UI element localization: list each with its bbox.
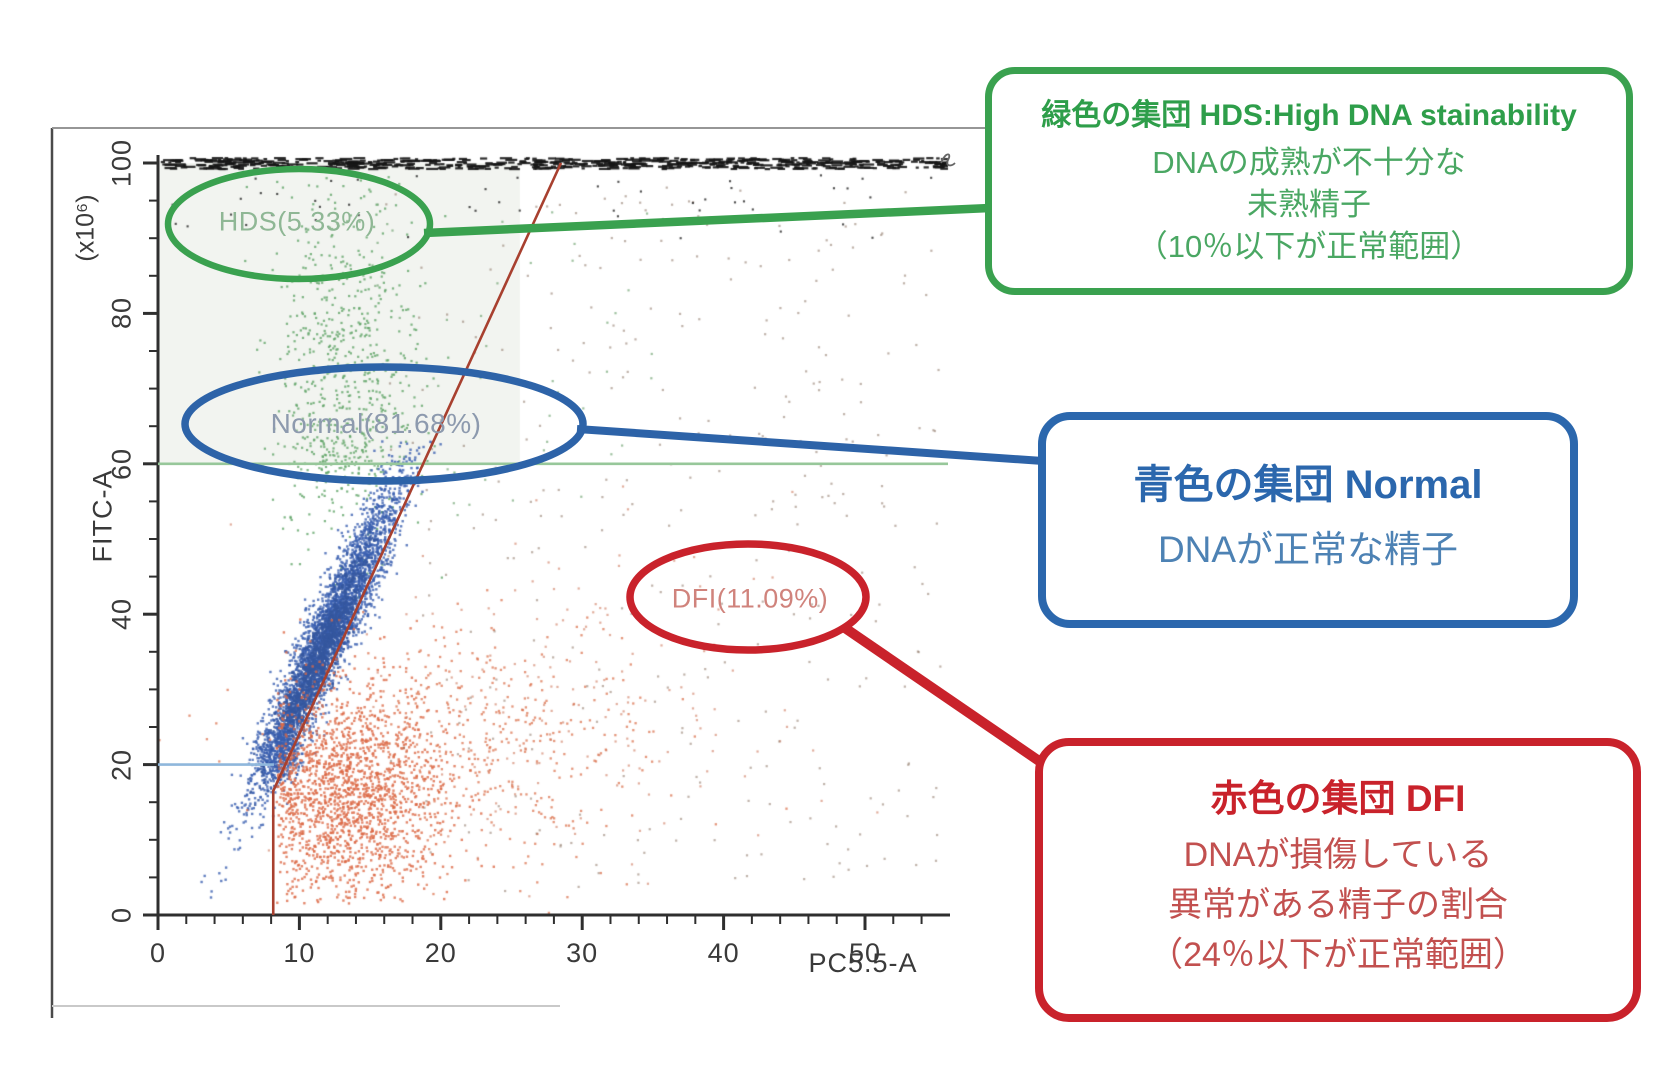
dfi-callout: 赤色の集団 DFI DNAが損傷している 異常がある精子の割合 （24％以下が正… — [1035, 738, 1641, 1022]
dfi-callout-line: 異常がある精子の割合 — [1168, 886, 1508, 924]
x-tick-label-0: 0 — [149, 938, 167, 968]
hds-callout-line: （10％以下が正常範囲） — [1136, 229, 1482, 264]
y-tick-label-80: 80 — [106, 297, 137, 330]
x-axis-title: PC5.5-A — [808, 948, 918, 978]
normal-connector-line — [576, 425, 1044, 465]
x-tick-label-20: 20 — [424, 938, 457, 968]
y-axis-unit: (x10⁶) — [71, 194, 100, 262]
x-tick-label-40: 40 — [707, 938, 740, 968]
hds-gate-label: HDS(5.33%) — [218, 206, 376, 237]
stray-mark — [940, 153, 956, 167]
normal-callout-title: 青色の集団 Normal — [1133, 463, 1483, 507]
y-axis-title: FITC-A — [87, 469, 118, 563]
hds-callout-title: 緑色の集団 HDS:High DNA stainability — [1041, 99, 1577, 132]
normal-ellipse — [181, 363, 587, 485]
dfi-callout-line: （24％以下が正常範囲） — [1149, 936, 1527, 974]
hds-callout-line: 未熟精子 — [1247, 187, 1371, 222]
normal-callout-body: DNAが正常な精子 — [1046, 524, 1570, 576]
hds-ellipse — [164, 165, 434, 283]
y-tick-label-40: 40 — [106, 598, 137, 631]
y-tick-label-20: 20 — [106, 748, 137, 781]
normal-callout: 青色の集団 Normal DNAが正常な精子 — [1038, 412, 1578, 628]
dfi-connector-line — [842, 623, 1045, 768]
normal-gate-label: Normal(81.68%) — [270, 408, 482, 439]
dfi-callout-title: 赤色の集団 DFI — [1210, 778, 1466, 819]
hds-connector-line — [423, 203, 991, 238]
normal-callout-line: DNAが正常な精子 — [1157, 529, 1459, 570]
dfi-ellipse — [626, 540, 870, 654]
dfi-callout-line: DNAが損傷している — [1183, 836, 1493, 874]
hds-callout-body: DNAの成熟が不十分な 未熟精子 （10％以下が正常範囲） — [992, 142, 1626, 268]
hds-callout-line: DNAの成熟が不十分な — [1152, 145, 1466, 180]
x-tick-label-50: 50 — [848, 938, 882, 968]
dfi-gate-label: DFI(11.09%) — [671, 583, 829, 614]
y-tick-label-0: 0 — [106, 906, 137, 924]
x-tick-label-10: 10 — [283, 938, 316, 968]
dfi-callout-body: DNAが損傷している 異常がある精子の割合 （24％以下が正常範囲） — [1043, 830, 1633, 980]
x-tick-label-30: 30 — [566, 938, 599, 968]
hds-callout: 緑色の集団 HDS:High DNA stainability DNAの成熟が不… — [985, 67, 1633, 295]
y-tick-label-100: 100 — [106, 138, 137, 188]
